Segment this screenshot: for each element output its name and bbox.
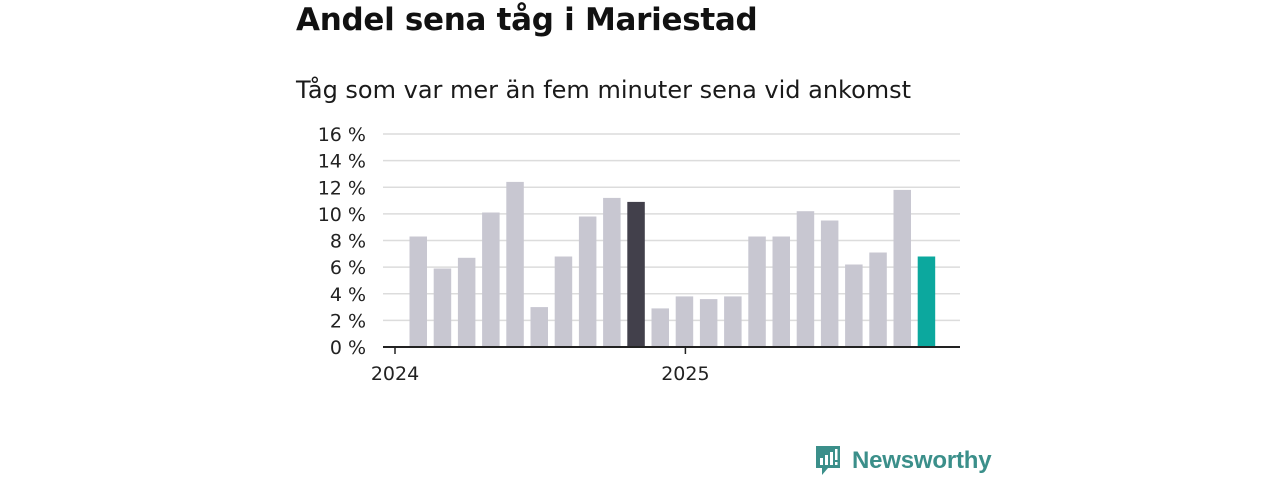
- bar-2024-06: [530, 307, 548, 347]
- bar-2025-01: [699, 299, 718, 347]
- y-tick-label: 14 %: [318, 151, 366, 173]
- bar-2024-12: [675, 296, 694, 347]
- bars: [409, 181, 936, 347]
- bar-2024-01: [409, 236, 427, 347]
- y-tick-label: 12 %: [318, 177, 366, 199]
- y-axis-tick-labels: 0 % 2 % 4 % 6 % 8 % 10 % 12 % 14 % 16 %: [318, 124, 366, 359]
- y-tick-label: 0 %: [330, 337, 366, 359]
- bar-2025-05: [796, 211, 815, 347]
- x-tick-label: 2024: [371, 363, 419, 385]
- bar-2024-03: [457, 257, 476, 347]
- bar-2024-05: [506, 181, 524, 347]
- bar-2025-03: [748, 236, 766, 347]
- y-tick-label: 16 %: [318, 124, 366, 146]
- bar-2025-09: [893, 189, 911, 347]
- y-tick-label: 4 %: [330, 284, 366, 306]
- newsworthy-logo: Newsworthy: [814, 444, 992, 478]
- chart-subtitle: Tåg som var mer än fem minuter sena vid …: [296, 76, 912, 104]
- x-axis-tick-labels: 2024 2025: [371, 347, 710, 385]
- bar-2024-09: [603, 197, 621, 347]
- bar-2025-06: [820, 220, 839, 347]
- bar-2024-11: [651, 308, 669, 347]
- newsworthy-logo-icon: [816, 446, 840, 475]
- y-tick-label: 8 %: [330, 231, 366, 253]
- gridlines: [383, 133, 960, 322]
- bar-2024-02: [433, 268, 452, 347]
- bar-2024-07: [554, 256, 573, 347]
- bar-2024-10: [627, 201, 645, 347]
- bar-2025-07: [845, 264, 863, 347]
- y-tick-label: 6 %: [330, 257, 366, 279]
- bar-2025-08: [869, 252, 887, 347]
- chart-title: Andel sena tåg i Mariestad: [296, 2, 758, 38]
- bar-2024-04: [482, 212, 500, 347]
- y-tick-label: 2 %: [330, 310, 366, 332]
- y-tick-label: 10 %: [318, 204, 366, 226]
- bar-2025-02: [724, 296, 742, 347]
- bar-2024-08: [578, 216, 597, 347]
- x-tick-label: 2025: [661, 363, 709, 385]
- bar-2025-04: [772, 236, 790, 347]
- bar-2025-10: [917, 256, 936, 347]
- brand-name: Newsworthy: [852, 447, 992, 474]
